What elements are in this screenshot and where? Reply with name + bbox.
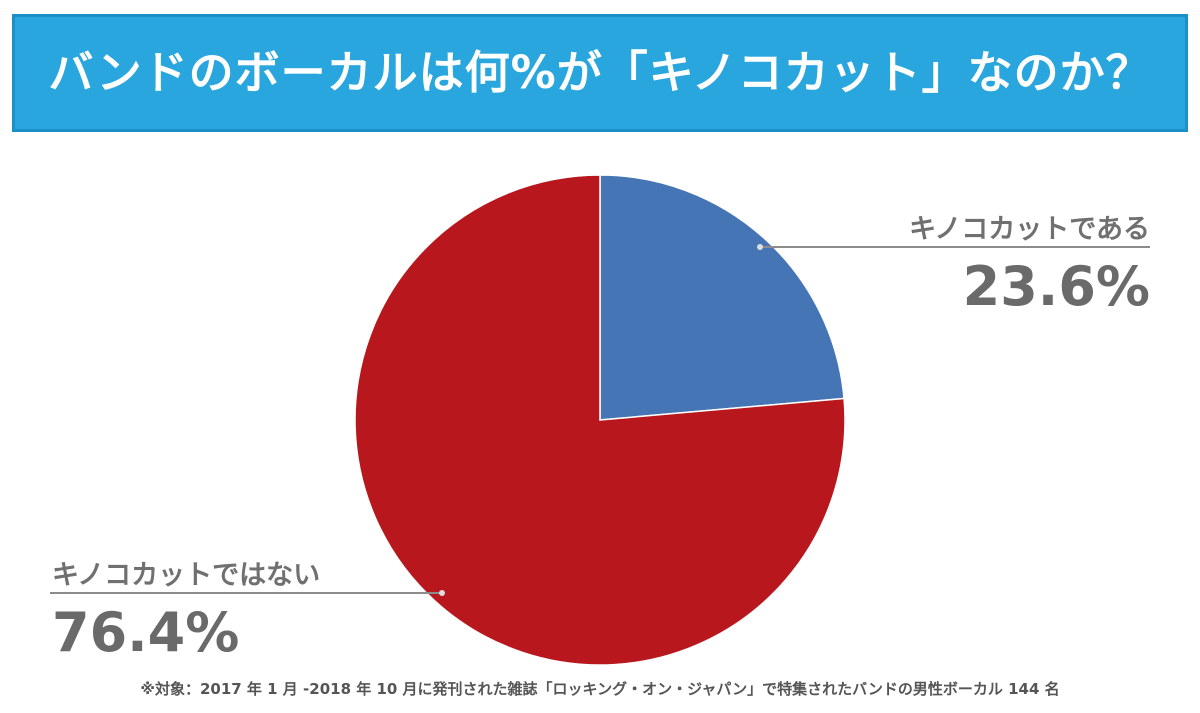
pie-slices	[354, 174, 846, 666]
slice-labels: キノコカットである 23.6% キノコカットではない 76.4%	[52, 214, 1150, 664]
leader-dot-2	[439, 590, 445, 596]
chart-title: バンドのボーカルは何%が「キノコカット」なのか？	[48, 46, 1152, 99]
title-banner: バンドのボーカルは何%が「キノコカット」なのか？	[12, 14, 1188, 132]
leader-lines	[50, 244, 1150, 596]
pie-slice-1	[599, 174, 845, 421]
pie-slice-2	[354, 174, 846, 666]
slice-value-2: 76.4%	[52, 601, 239, 664]
slice-value-1: 23.6%	[963, 255, 1150, 318]
slice-label-2: キノコカットではない	[52, 560, 320, 591]
footnote: ※対象：2017 年 1 月 -2018 年 10 月に発刊された雑誌「ロッキン…	[140, 680, 1060, 698]
leader-dot-1	[757, 244, 763, 250]
slice-label-1: キノコカットである	[909, 214, 1150, 245]
